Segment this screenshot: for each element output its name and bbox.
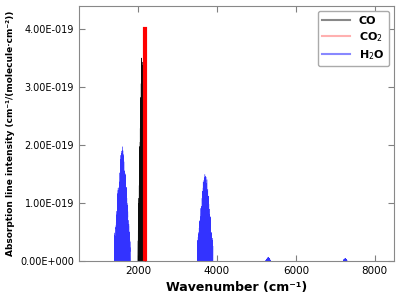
X-axis label: Wavenumber (cm⁻¹): Wavenumber (cm⁻¹) bbox=[166, 281, 307, 294]
Y-axis label: Absorption line intensity (cm⁻¹/(molecule·cm⁻²)): Absorption line intensity (cm⁻¹/(molecul… bbox=[6, 11, 14, 256]
Legend: CO, CO$_2$, H$_2$O: CO, CO$_2$, H$_2$O bbox=[318, 11, 389, 67]
